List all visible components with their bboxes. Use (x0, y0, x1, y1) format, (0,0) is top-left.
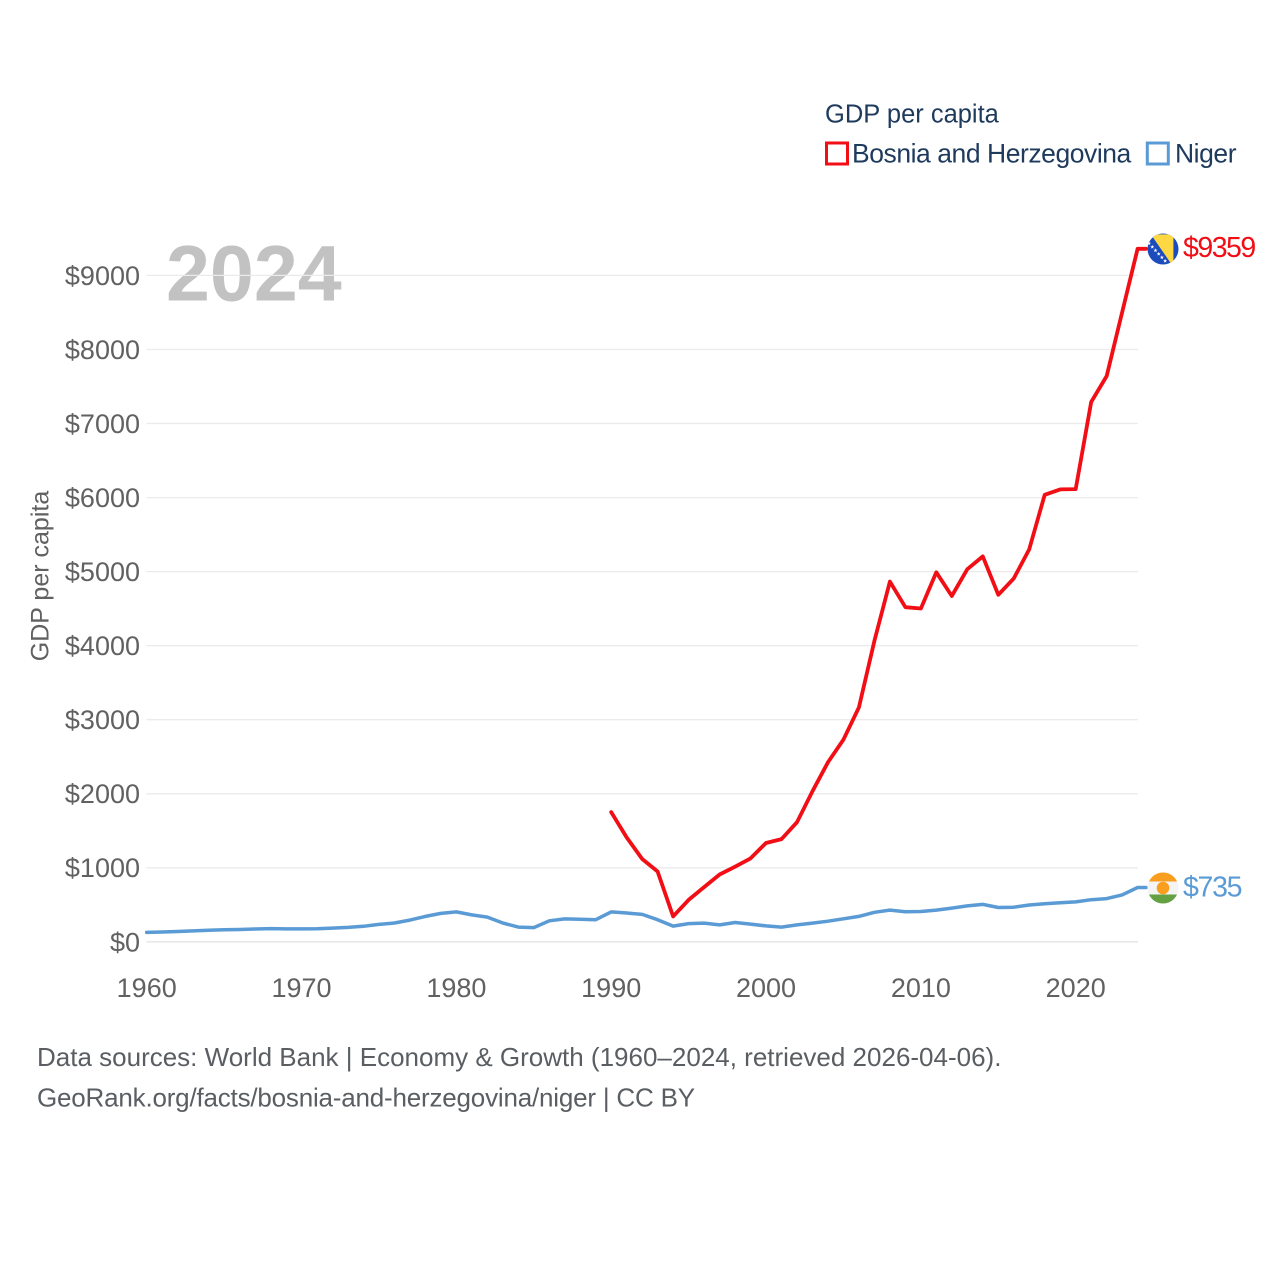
svg-text:$8000: $8000 (65, 335, 140, 365)
svg-text:GeoRank.org/facts/bosnia-and-h: GeoRank.org/facts/bosnia-and-herzegovina… (37, 1083, 695, 1113)
svg-text:$3000: $3000 (65, 705, 140, 735)
svg-text:$1000: $1000 (65, 853, 140, 883)
svg-text:2000: 2000 (736, 973, 796, 1003)
svg-text:$7000: $7000 (65, 409, 140, 439)
svg-text:$0: $0 (110, 927, 140, 957)
svg-text:1990: 1990 (581, 973, 641, 1003)
svg-text:$6000: $6000 (65, 483, 140, 513)
svg-text:2024: 2024 (166, 229, 342, 318)
svg-text:2020: 2020 (1046, 973, 1106, 1003)
svg-text:2010: 2010 (891, 973, 951, 1003)
svg-text:$9000: $9000 (65, 261, 140, 291)
svg-text:Bosnia and Herzegovina: Bosnia and Herzegovina (852, 139, 1132, 169)
svg-text:GDP per capita: GDP per capita (27, 491, 55, 662)
svg-text:1980: 1980 (426, 973, 486, 1003)
svg-text:1960: 1960 (117, 973, 177, 1003)
svg-text:$735: $735 (1183, 872, 1242, 904)
svg-text:GDP per capita: GDP per capita (825, 101, 1000, 129)
svg-text:$2000: $2000 (65, 779, 140, 809)
svg-text:$9359: $9359 (1183, 232, 1255, 264)
svg-text:$5000: $5000 (65, 557, 140, 587)
svg-text:Niger: Niger (1175, 139, 1237, 169)
svg-text:1970: 1970 (271, 973, 331, 1003)
svg-text:$4000: $4000 (65, 631, 140, 661)
svg-text:Data sources: World Bank | Eco: Data sources: World Bank | Economy & Gro… (37, 1042, 1001, 1072)
